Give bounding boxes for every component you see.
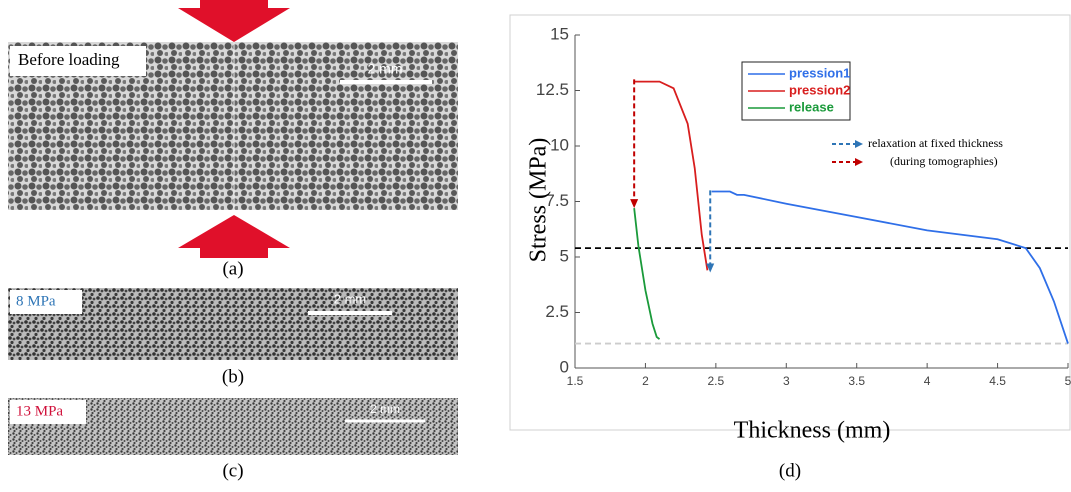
legend-label: (during tomographies) (890, 154, 998, 168)
load-arrow (178, 215, 290, 258)
scale-label: 2 mm (368, 61, 403, 77)
x-tick-label: 2.5 (708, 374, 725, 388)
arrow-head (855, 158, 863, 166)
x-tick-label: 1.5 (567, 374, 584, 388)
x-tick-label: 3.5 (848, 374, 865, 388)
y-tick-label: 5 (560, 246, 569, 265)
panel-caption: (b) (222, 366, 244, 387)
x-tick-label: 3 (783, 374, 790, 388)
micrograph (8, 288, 458, 360)
x-tick-label: 5 (1065, 374, 1071, 388)
y-tick-label: 7.5 (545, 191, 569, 210)
arrow-head (855, 140, 863, 148)
scale-label: 2 mm (370, 402, 400, 416)
series-line (634, 80, 709, 271)
y-tick-label: 2.5 (545, 302, 569, 321)
legend-label: release (789, 99, 834, 114)
x-tick-label: 4 (924, 374, 931, 388)
series-line (711, 190, 1069, 344)
chart: 0 2.5 5 7.5 10 12.5 15 1.5 2 2.5 3 3.5 4 4.5 5 pression… (536, 24, 1071, 388)
panel-label: 13 MPa (16, 403, 63, 419)
y-tick-label: 15 (550, 24, 569, 43)
x-axis-label: Thickness (mm) (734, 418, 891, 444)
panel-label: 8 MPa (16, 293, 56, 309)
panel-caption: (c) (222, 460, 243, 481)
panel-label: Before loading (18, 50, 120, 69)
series-line (633, 208, 661, 340)
panel-caption: (a) (222, 258, 243, 279)
y-tick-label: 0 (560, 357, 569, 376)
x-tick-label: 2 (642, 374, 649, 388)
y-tick-label: 12.5 (536, 80, 569, 99)
y-tick-label: 10 (550, 135, 569, 154)
label-box (10, 46, 146, 76)
arrow-head (706, 263, 715, 273)
legend-label: pression1 (789, 65, 850, 80)
arrow-head (630, 199, 639, 209)
y-axis-label: Stress (MPa) (526, 138, 552, 263)
scale-label: 2 mm (334, 291, 367, 306)
legend-label: relaxation at fixed thickness (868, 136, 1003, 150)
load-arrow (178, 0, 290, 42)
x-tick-label: 4.5 (989, 374, 1006, 388)
legend-label: pression2 (789, 82, 850, 97)
panel-caption: (d) (779, 460, 801, 481)
